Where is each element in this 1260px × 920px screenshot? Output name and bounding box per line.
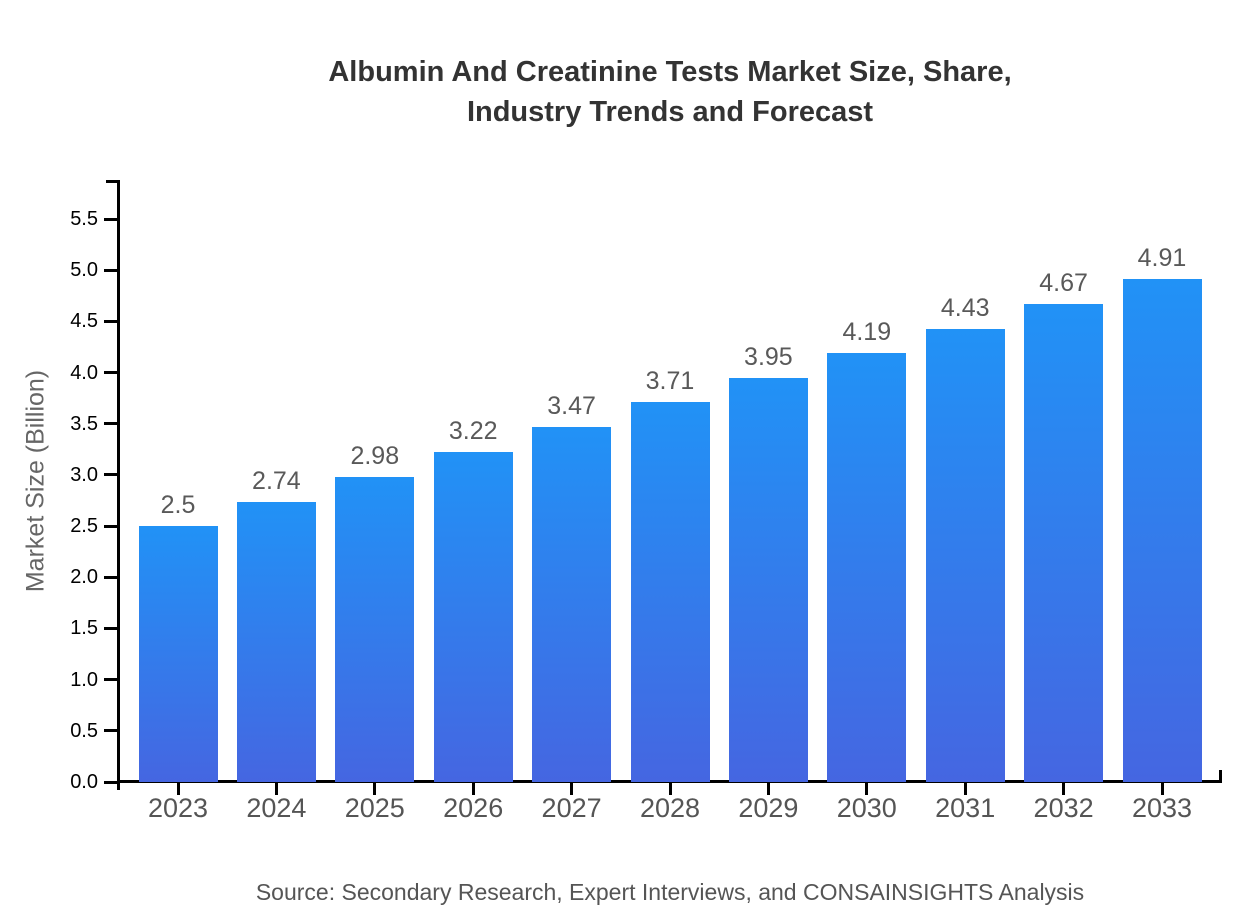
bar-value-label: 4.19: [842, 318, 892, 347]
bar-2028: [630, 402, 710, 782]
bar-2033: [1122, 279, 1202, 782]
bar-value-label: 4.43: [940, 293, 990, 322]
chart-title-line1: Albumin And Creatinine Tests Market Size…: [328, 56, 1012, 88]
bar-value-label: 4.67: [1039, 268, 1088, 297]
y-axis-tick-label: 5.5: [70, 208, 98, 231]
y-axis-tick-label: 3.0: [70, 463, 98, 486]
y-axis-tick-label: 0.5: [70, 719, 98, 742]
y-axis-tick: [104, 319, 117, 323]
bar-2026: [433, 452, 513, 782]
y-axis-tick-label: 1.0: [70, 668, 98, 691]
bar-value-label: 3.71: [645, 367, 695, 396]
x-axis-tick: [1062, 783, 1066, 795]
x-axis-tick-label: 2026: [443, 793, 504, 823]
bar-value-label: 4.91: [1137, 244, 1187, 273]
source-note: Source: Secondary Research, Expert Inter…: [255, 879, 1085, 905]
bar-2032: [1024, 303, 1104, 782]
x-axis-tick: [1160, 783, 1164, 795]
y-axis-tick: [104, 626, 117, 630]
bar-2027: [532, 426, 612, 782]
x-axis-tick: [176, 783, 180, 795]
x-axis-tick: [766, 783, 770, 795]
y-axis-tick-label: 4.0: [70, 361, 98, 384]
y-axis-tick: [104, 780, 117, 784]
bar-2023: [138, 526, 218, 782]
y-axis-tick: [104, 524, 117, 528]
y-axis-tick-label: 3.5: [70, 412, 98, 435]
bar-2029: [728, 377, 808, 782]
bar-value-label: 3.95: [744, 342, 793, 371]
x-axis-tick-label: 2033: [1131, 793, 1193, 823]
bar-value-label: 2.98: [350, 441, 400, 470]
y-axis-tick-label: 0.0: [70, 771, 98, 793]
y-axis-top-cap: [106, 180, 120, 183]
x-axis-tick: [471, 783, 475, 795]
y-axis-tick-label: 2.0: [70, 566, 98, 589]
y-axis-line: [117, 180, 120, 790]
bar-value-label: 3.22: [448, 417, 498, 446]
y-axis-tick: [104, 268, 117, 272]
x-axis-tick: [274, 783, 278, 795]
y-axis-tick-label: 4.5: [70, 310, 98, 333]
bar-value-label: 3.47: [547, 391, 596, 420]
bar-2024: [236, 501, 316, 782]
x-axis-tick-label: 2031: [935, 793, 996, 823]
x-axis-right-cap: [1219, 770, 1222, 783]
chart-title: Albumin And Creatinine Tests Market Size…: [120, 52, 1220, 132]
y-axis-tick: [104, 678, 117, 682]
y-axis-tick: [104, 422, 117, 426]
y-axis-tick: [104, 371, 117, 375]
x-axis-tick-label: 2032: [1033, 793, 1094, 823]
x-axis-tick-label: 2030: [836, 793, 897, 823]
y-axis-tick-label: 1.5: [70, 617, 98, 640]
bar-value-label: 2.5: [160, 491, 196, 520]
bar-2030: [827, 353, 907, 782]
chart-title-line2: Industry Trends and Forecast: [466, 96, 874, 128]
y-axis-tick-label: 2.5: [70, 515, 98, 538]
y-axis-tick-label: 5.0: [70, 259, 98, 282]
y-axis-tick: [104, 575, 117, 579]
x-axis-tick: [668, 783, 672, 795]
x-axis-tick-label: 2027: [541, 793, 602, 823]
x-axis-tick: [373, 783, 377, 795]
y-axis-tick: [104, 473, 117, 477]
x-axis-tick-label: 2029: [738, 793, 799, 823]
bar-2031: [925, 328, 1005, 782]
x-axis-tick: [570, 783, 574, 795]
x-axis-tick-label: 2025: [344, 793, 405, 823]
x-axis-tick: [963, 783, 967, 795]
x-axis-tick-label: 2028: [639, 793, 701, 823]
bar-value-label: 2.74: [252, 466, 301, 495]
y-axis-tick: [104, 729, 117, 733]
y-axis-tick: [104, 217, 117, 221]
x-axis-tick-label: 2023: [147, 793, 209, 823]
x-axis-tick: [865, 783, 869, 795]
bar-2025: [335, 476, 415, 782]
x-axis-tick-label: 2024: [246, 793, 307, 823]
